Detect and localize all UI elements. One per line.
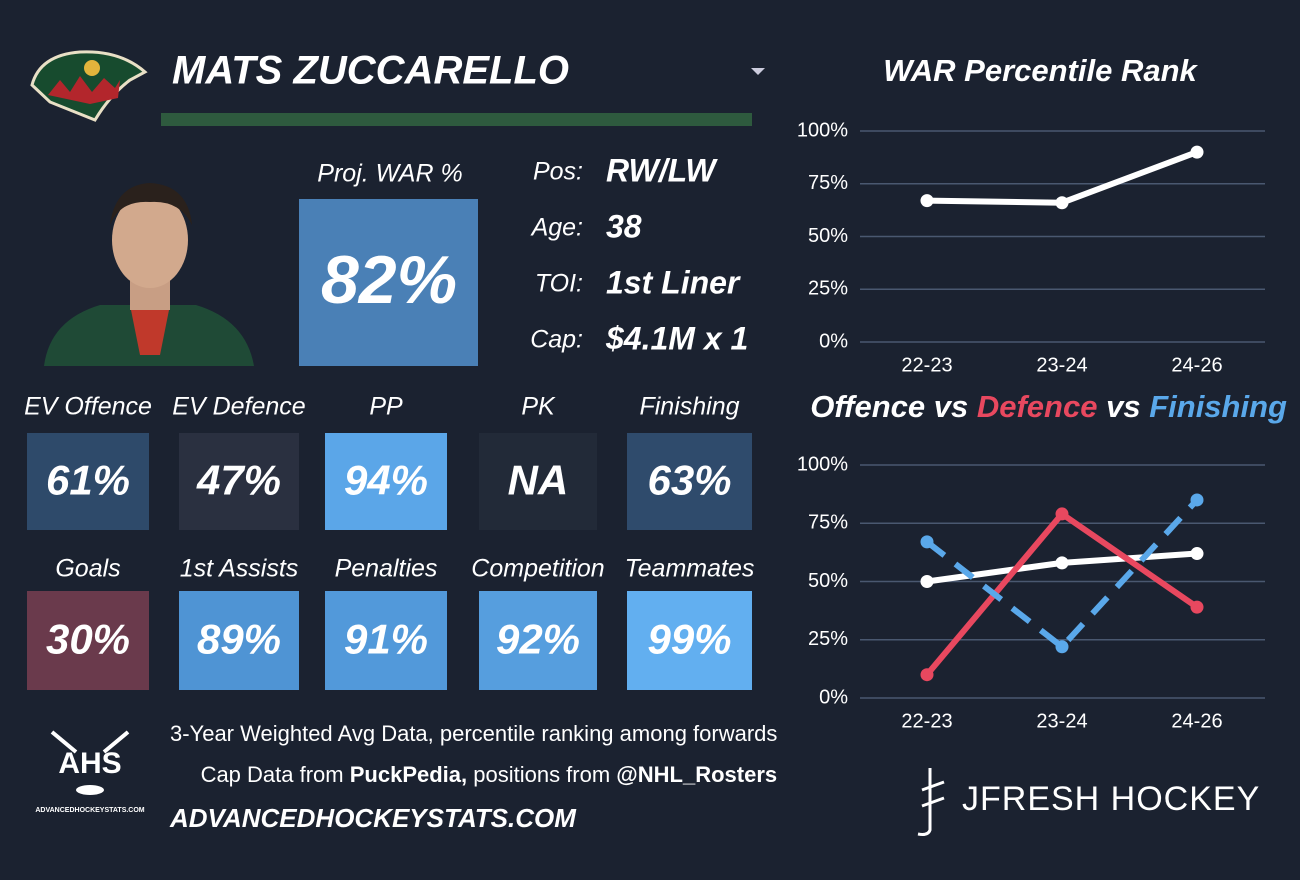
tile-box (479, 433, 597, 530)
y-tick-label: 75% (808, 172, 848, 194)
credit-text: positions from (467, 762, 616, 787)
ahs-logo-caption: ADVANCEDHOCKEYSTATS.COM (35, 807, 144, 814)
tile-box (179, 591, 299, 690)
info-label: Age: (530, 214, 583, 242)
point (1055, 640, 1069, 654)
x-tick-label: 24-26 (1171, 710, 1222, 732)
point (920, 575, 934, 588)
player-name: MATS ZUCCARELLO (172, 49, 569, 93)
title-joiner: vs (934, 389, 968, 424)
point (1190, 145, 1204, 159)
brand: JFRESH HOCKEY (962, 780, 1260, 818)
tile-label: PK (521, 393, 556, 421)
player-photo (44, 183, 254, 366)
y-tick-label: 0% (819, 330, 848, 352)
tile-value: 63% (647, 457, 731, 504)
ahs-logo-text: AHS (58, 747, 121, 780)
y-tick-label: 50% (808, 570, 848, 592)
tile-value: 47% (196, 457, 281, 504)
tile-value: NA (508, 457, 569, 504)
tile-label: EV Offence (24, 393, 152, 421)
info-label: TOI: (535, 270, 583, 298)
tile-value: 94% (344, 457, 428, 504)
tile-value: 92% (496, 616, 580, 663)
legend-entry: Offence (810, 389, 925, 424)
tile-box (627, 433, 752, 530)
tile-value: 89% (197, 616, 281, 663)
tile-value: 91% (344, 616, 428, 663)
point (1055, 507, 1069, 521)
tile-label: Competition (471, 555, 604, 583)
ahs-logo (50, 730, 130, 795)
y-tick-label: 0% (819, 686, 848, 708)
point (920, 668, 934, 682)
credit-source: @NHL_Rosters (616, 762, 777, 787)
tile-label: Teammates (625, 555, 755, 583)
info-label: Cap: (530, 326, 583, 354)
tile-box (179, 433, 299, 530)
projection-box (299, 199, 478, 366)
tile-value: 61% (46, 457, 130, 504)
dropdown-toggle[interactable] (751, 68, 765, 75)
point (920, 535, 934, 549)
info-value: 38 (606, 208, 642, 244)
tile-box (325, 433, 447, 530)
projection-value: 82% (321, 242, 457, 318)
x-tick-label: 24-26 (1171, 354, 1222, 376)
info-label: Pos: (533, 158, 583, 186)
credit-text: Cap Data from (201, 762, 350, 787)
y-tick-label: 25% (808, 278, 848, 300)
y-tick-label: 25% (808, 628, 848, 650)
tile-label: Finishing (639, 393, 739, 421)
info-value: $4.1M x 1 (605, 320, 748, 356)
y-tick-label: 100% (797, 453, 848, 475)
tile-value: 30% (46, 616, 130, 663)
tile-label: 1st Assists (180, 555, 299, 583)
y-tick-label: 50% (808, 225, 848, 247)
y-tick-label: 100% (797, 119, 848, 141)
tile-box (627, 591, 752, 690)
tile-label: Penalties (335, 555, 438, 583)
info-value: RW/LW (606, 152, 718, 188)
series-line (925, 497, 1200, 650)
tile-label: PP (369, 393, 403, 421)
info-value: 1st Liner (606, 264, 741, 300)
footer-note: 3-Year Weighted Avg Data, percentile ran… (170, 721, 777, 746)
x-tick-label: 22-23 (901, 710, 952, 732)
chart-title: Offence vs Defence vs Finishing (767, 389, 1300, 424)
tile-label: Goals (55, 555, 120, 583)
credit-source: PuckPedia, (350, 762, 467, 787)
tile-box (325, 591, 447, 690)
footer-credits: Cap Data from PuckPedia, positions from … (170, 762, 795, 787)
legend-entry: Finishing (1149, 389, 1287, 424)
projection-label: Proj. WAR % (317, 160, 462, 188)
team-logo (30, 50, 148, 122)
point (1190, 547, 1204, 561)
team-bar (161, 113, 752, 126)
chart-title: WAR Percentile Rank (883, 53, 1198, 88)
tile-box (27, 433, 149, 530)
y-tick-label: 75% (808, 512, 848, 534)
x-tick-label: 22-23 (901, 354, 952, 376)
tile-box (27, 591, 149, 690)
point (920, 194, 934, 208)
x-tick-label: 23-24 (1036, 354, 1087, 376)
footer-site: ADVANCEDHOCKEYSTATS.COM (169, 803, 577, 833)
tile-label: EV Defence (172, 393, 305, 421)
tile-box (479, 591, 597, 690)
point (1055, 196, 1069, 210)
point (1190, 600, 1204, 614)
tile-value: 99% (647, 616, 731, 663)
point (1055, 556, 1069, 570)
x-tick-label: 23-24 (1036, 710, 1087, 732)
jfresh-logo (917, 768, 945, 836)
title-joiner: vs (1106, 389, 1140, 424)
point (1190, 493, 1204, 507)
legend-entry: Defence (977, 389, 1098, 424)
